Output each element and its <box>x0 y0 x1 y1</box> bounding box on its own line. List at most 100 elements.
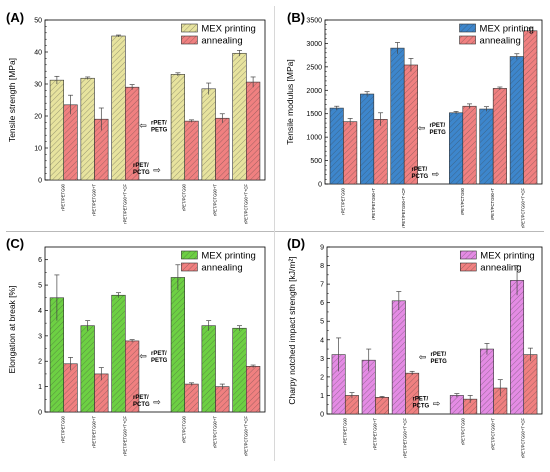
x-tick-label: rPET/PCTG90 <box>461 417 466 445</box>
plot-frame <box>44 246 266 413</box>
bar <box>184 120 199 181</box>
right-arrow-icon: ⇨ <box>153 165 161 175</box>
y-axis-label: Tensile modulus [MPa] <box>285 59 295 145</box>
x-tick-label: rPET/PETG90+T <box>371 188 376 220</box>
legend-label: MEX printing <box>201 251 255 262</box>
bar <box>63 104 78 181</box>
legend-swatch <box>181 262 198 272</box>
x-tick-label: rPET/PETG90 <box>340 187 345 214</box>
bar <box>232 327 247 413</box>
x-tick-label: rPET/PETG90+T <box>92 416 97 448</box>
group-label-petg: PETG <box>431 359 448 365</box>
bar <box>479 348 494 415</box>
left-arrow-icon: ⇦ <box>139 351 147 361</box>
panel-label: (A) <box>6 10 24 25</box>
x-tick-label: rPET/PETG90 <box>342 417 347 444</box>
x-tick-label: rPET/PETG90+T+CF <box>401 188 406 228</box>
y-tick-label: 2500 <box>306 64 322 71</box>
panel-label: (D) <box>287 236 305 251</box>
plot-frame <box>324 19 543 185</box>
x-tick-label: rPET/PETG90 <box>61 415 66 442</box>
y-tick-label: 10 <box>34 146 42 153</box>
panel-divider-horizontal <box>6 231 544 232</box>
group-label-pctg: rPET/ <box>413 397 429 403</box>
legend-label: annealing <box>201 36 242 47</box>
legend-label: annealing <box>201 263 242 274</box>
legend-label: annealing <box>480 36 521 47</box>
panel-divider-vertical <box>274 6 275 461</box>
bar <box>215 386 230 413</box>
bar <box>375 396 390 415</box>
y-tick-label: 1 <box>320 393 324 400</box>
y-tick-label: 0 <box>38 410 42 417</box>
group-label-petg: PETG <box>151 128 168 134</box>
bar <box>201 88 216 181</box>
y-tick-label: 3 <box>320 356 324 363</box>
y-axis-label: Tensile strength [MPa] <box>7 58 17 142</box>
y-tick-label: 6 <box>320 300 324 307</box>
group-label-petg: rPET/ <box>151 351 167 357</box>
x-tick-label: rPET/PETG90+T <box>92 184 97 216</box>
x-tick-label: rPET/PCTG90+T+CF <box>521 418 526 458</box>
legend-swatch <box>181 250 198 260</box>
y-tick-label: 9 <box>320 245 324 252</box>
panel-label: (B) <box>287 10 305 25</box>
y-tick-label: 2 <box>320 374 324 381</box>
y-tick-label: 50 <box>34 18 42 25</box>
y-tick-label: 0 <box>320 412 324 419</box>
group-label-petg: PETG <box>151 358 168 364</box>
bar <box>360 93 375 185</box>
bar <box>373 119 388 185</box>
x-tick-label: rPET/PCTG90 <box>182 183 187 211</box>
bar <box>492 88 507 185</box>
bar <box>111 35 126 181</box>
legend-swatch <box>459 262 477 272</box>
bar <box>232 52 247 181</box>
bar <box>449 112 464 185</box>
group-label-pctg: rPET/ <box>133 163 149 169</box>
group-label-petg: PETG <box>430 130 447 136</box>
y-tick-label: 4 <box>38 308 42 315</box>
x-tick-label: rPET/PETG90+T+CF <box>122 184 127 224</box>
left-arrow-icon: ⇦ <box>418 123 426 133</box>
y-tick-label: 3500 <box>306 18 322 25</box>
x-tick-label: rPET/PCTG90+T <box>490 188 495 220</box>
y-tick-label: 2 <box>38 359 42 366</box>
bar <box>111 294 126 413</box>
bar <box>449 395 464 415</box>
x-tick-label: rPET/PETG90+T+CF <box>122 416 127 456</box>
x-tick-label: rPET/PETG90+T+CF <box>402 418 407 458</box>
chart-panel: (A) 0 10 20 30 40 50 Tensile strength [MPa] rPET… <box>6 10 266 224</box>
bar <box>246 81 261 181</box>
y-tick-label: 7 <box>320 282 324 289</box>
bar <box>509 56 524 185</box>
y-tick-label: 0 <box>38 178 42 185</box>
bar <box>329 107 344 185</box>
chart-panel: (C) 0 1 2 3 4 5 6 Elongation at break [%] rPET/PE… <box>6 236 266 456</box>
y-tick-label: 40 <box>34 50 42 57</box>
y-tick-label: 3000 <box>306 41 322 48</box>
y-tick-label: 3 <box>38 333 42 340</box>
group-label-petg: rPET/ <box>431 352 447 358</box>
legend-swatch <box>181 23 198 33</box>
y-tick-label: 1000 <box>306 135 322 142</box>
plot-frame <box>44 19 266 181</box>
group-label-pctg: PCTG <box>412 174 429 180</box>
right-arrow-icon: ⇨ <box>153 397 161 407</box>
bar <box>523 30 538 185</box>
y-tick-label: 4 <box>320 337 324 344</box>
legend-label: MEX printing <box>201 24 255 35</box>
y-tick-label: 0 <box>318 182 322 189</box>
bar <box>201 325 216 413</box>
y-tick-label: 30 <box>34 82 42 89</box>
group-label-pctg: PCTG <box>133 170 150 176</box>
x-tick-label: rPET/PCTG90+T+CF <box>243 184 248 224</box>
x-tick-label: rPET/PCTG90 <box>182 415 187 443</box>
y-tick-label: 1 <box>38 384 42 391</box>
legend-label: annealing <box>480 263 521 274</box>
legend-label: MEX printing <box>480 24 534 35</box>
group-label-petg: rPET/ <box>151 121 167 127</box>
bar <box>215 117 230 181</box>
y-tick-label: 5 <box>38 283 42 290</box>
